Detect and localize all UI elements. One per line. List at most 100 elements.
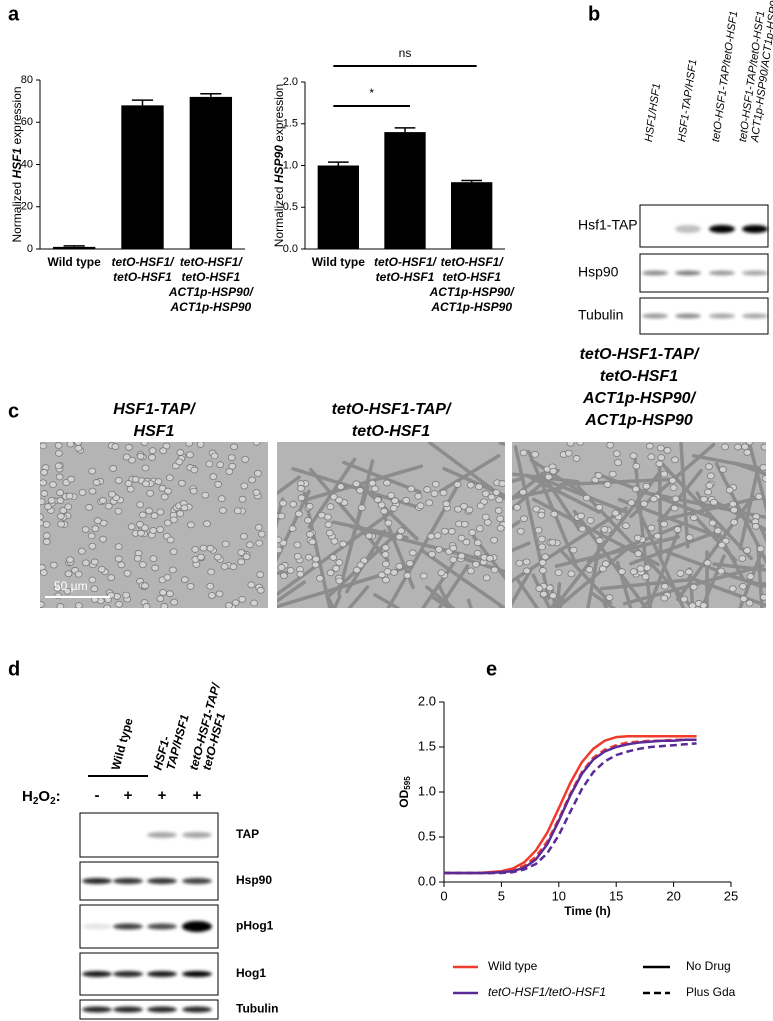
cell — [154, 478, 163, 486]
y-tick-label: 1.5 — [283, 118, 298, 130]
treatment-label-part: : — [56, 788, 61, 805]
cell — [660, 594, 669, 602]
blot-band — [147, 832, 177, 838]
cell — [440, 527, 449, 535]
hypha — [373, 593, 402, 608]
y-tick-label: 0.0 — [283, 243, 298, 255]
y-tick-label: 1.0 — [418, 783, 436, 798]
y-tick-label: 1.5 — [418, 738, 436, 753]
cell — [383, 568, 392, 575]
cell — [629, 452, 638, 460]
bar — [121, 105, 164, 249]
cell — [368, 479, 377, 487]
cell — [680, 595, 689, 603]
hypha — [660, 468, 703, 521]
blot-band — [742, 313, 768, 319]
treatment-sign: - — [95, 787, 100, 804]
cell — [286, 566, 295, 574]
cell — [534, 526, 543, 534]
cell — [201, 491, 210, 499]
cell — [532, 505, 541, 513]
cell — [414, 492, 423, 500]
hypha — [277, 580, 306, 604]
cell — [296, 570, 305, 578]
cell — [373, 496, 382, 504]
hypha — [640, 595, 655, 608]
cell — [141, 464, 150, 472]
cell — [85, 503, 93, 511]
blot-band — [82, 971, 112, 977]
cell — [304, 553, 313, 561]
cell — [685, 534, 694, 541]
cell — [207, 592, 216, 599]
hypha — [733, 461, 766, 477]
cell — [382, 576, 390, 584]
cell — [640, 500, 649, 508]
cell — [159, 447, 168, 455]
cell — [160, 493, 169, 501]
cell — [170, 598, 179, 606]
growth-curve — [444, 738, 697, 875]
cell — [196, 442, 205, 448]
cell — [56, 512, 65, 520]
blot-band — [642, 313, 668, 319]
cell — [717, 541, 726, 549]
cell — [277, 564, 286, 571]
cell — [538, 559, 547, 567]
cell — [136, 501, 145, 509]
cell — [239, 532, 248, 540]
cell — [277, 546, 283, 554]
cell — [180, 504, 189, 512]
hypha — [691, 512, 738, 562]
cell — [684, 568, 693, 576]
cell — [357, 504, 366, 512]
cell — [104, 502, 113, 510]
cell — [175, 458, 184, 466]
cell — [481, 513, 490, 521]
cell — [241, 456, 250, 463]
cell — [67, 475, 75, 483]
cell — [383, 479, 391, 487]
blot-band — [742, 270, 768, 276]
cell — [611, 509, 620, 517]
cell — [433, 532, 442, 540]
cell — [465, 506, 474, 514]
hypha — [442, 466, 505, 498]
cell — [606, 442, 615, 449]
hypha — [699, 554, 726, 608]
cell — [352, 566, 361, 574]
cell — [151, 564, 160, 572]
cell — [671, 495, 680, 503]
cell — [304, 516, 312, 524]
blot-band — [675, 313, 701, 319]
cell — [140, 442, 149, 447]
hypha — [691, 454, 766, 472]
y-tick-label: 0.0 — [418, 873, 436, 888]
cell — [288, 525, 297, 532]
cell — [219, 507, 227, 514]
cell — [649, 495, 658, 503]
cell — [730, 506, 738, 514]
cell — [40, 569, 48, 576]
cell — [148, 447, 157, 455]
cell — [197, 553, 205, 561]
y-tick-label: 40 — [21, 158, 33, 170]
hypha — [524, 473, 601, 514]
cell — [746, 573, 755, 580]
cell — [453, 481, 462, 488]
cell — [42, 521, 51, 528]
cell — [335, 577, 344, 585]
cell — [601, 560, 610, 568]
cell — [595, 503, 604, 511]
blot-band — [182, 921, 212, 932]
cell — [109, 465, 118, 472]
cell — [403, 572, 412, 579]
cell — [671, 456, 679, 464]
cell — [185, 451, 194, 459]
cell — [728, 585, 737, 593]
cell — [705, 463, 713, 470]
legend-label: Plus Gda — [686, 985, 736, 999]
x-tick-label: tetO-HSF1/ — [111, 255, 175, 269]
cell — [180, 576, 189, 584]
cell — [494, 507, 503, 514]
